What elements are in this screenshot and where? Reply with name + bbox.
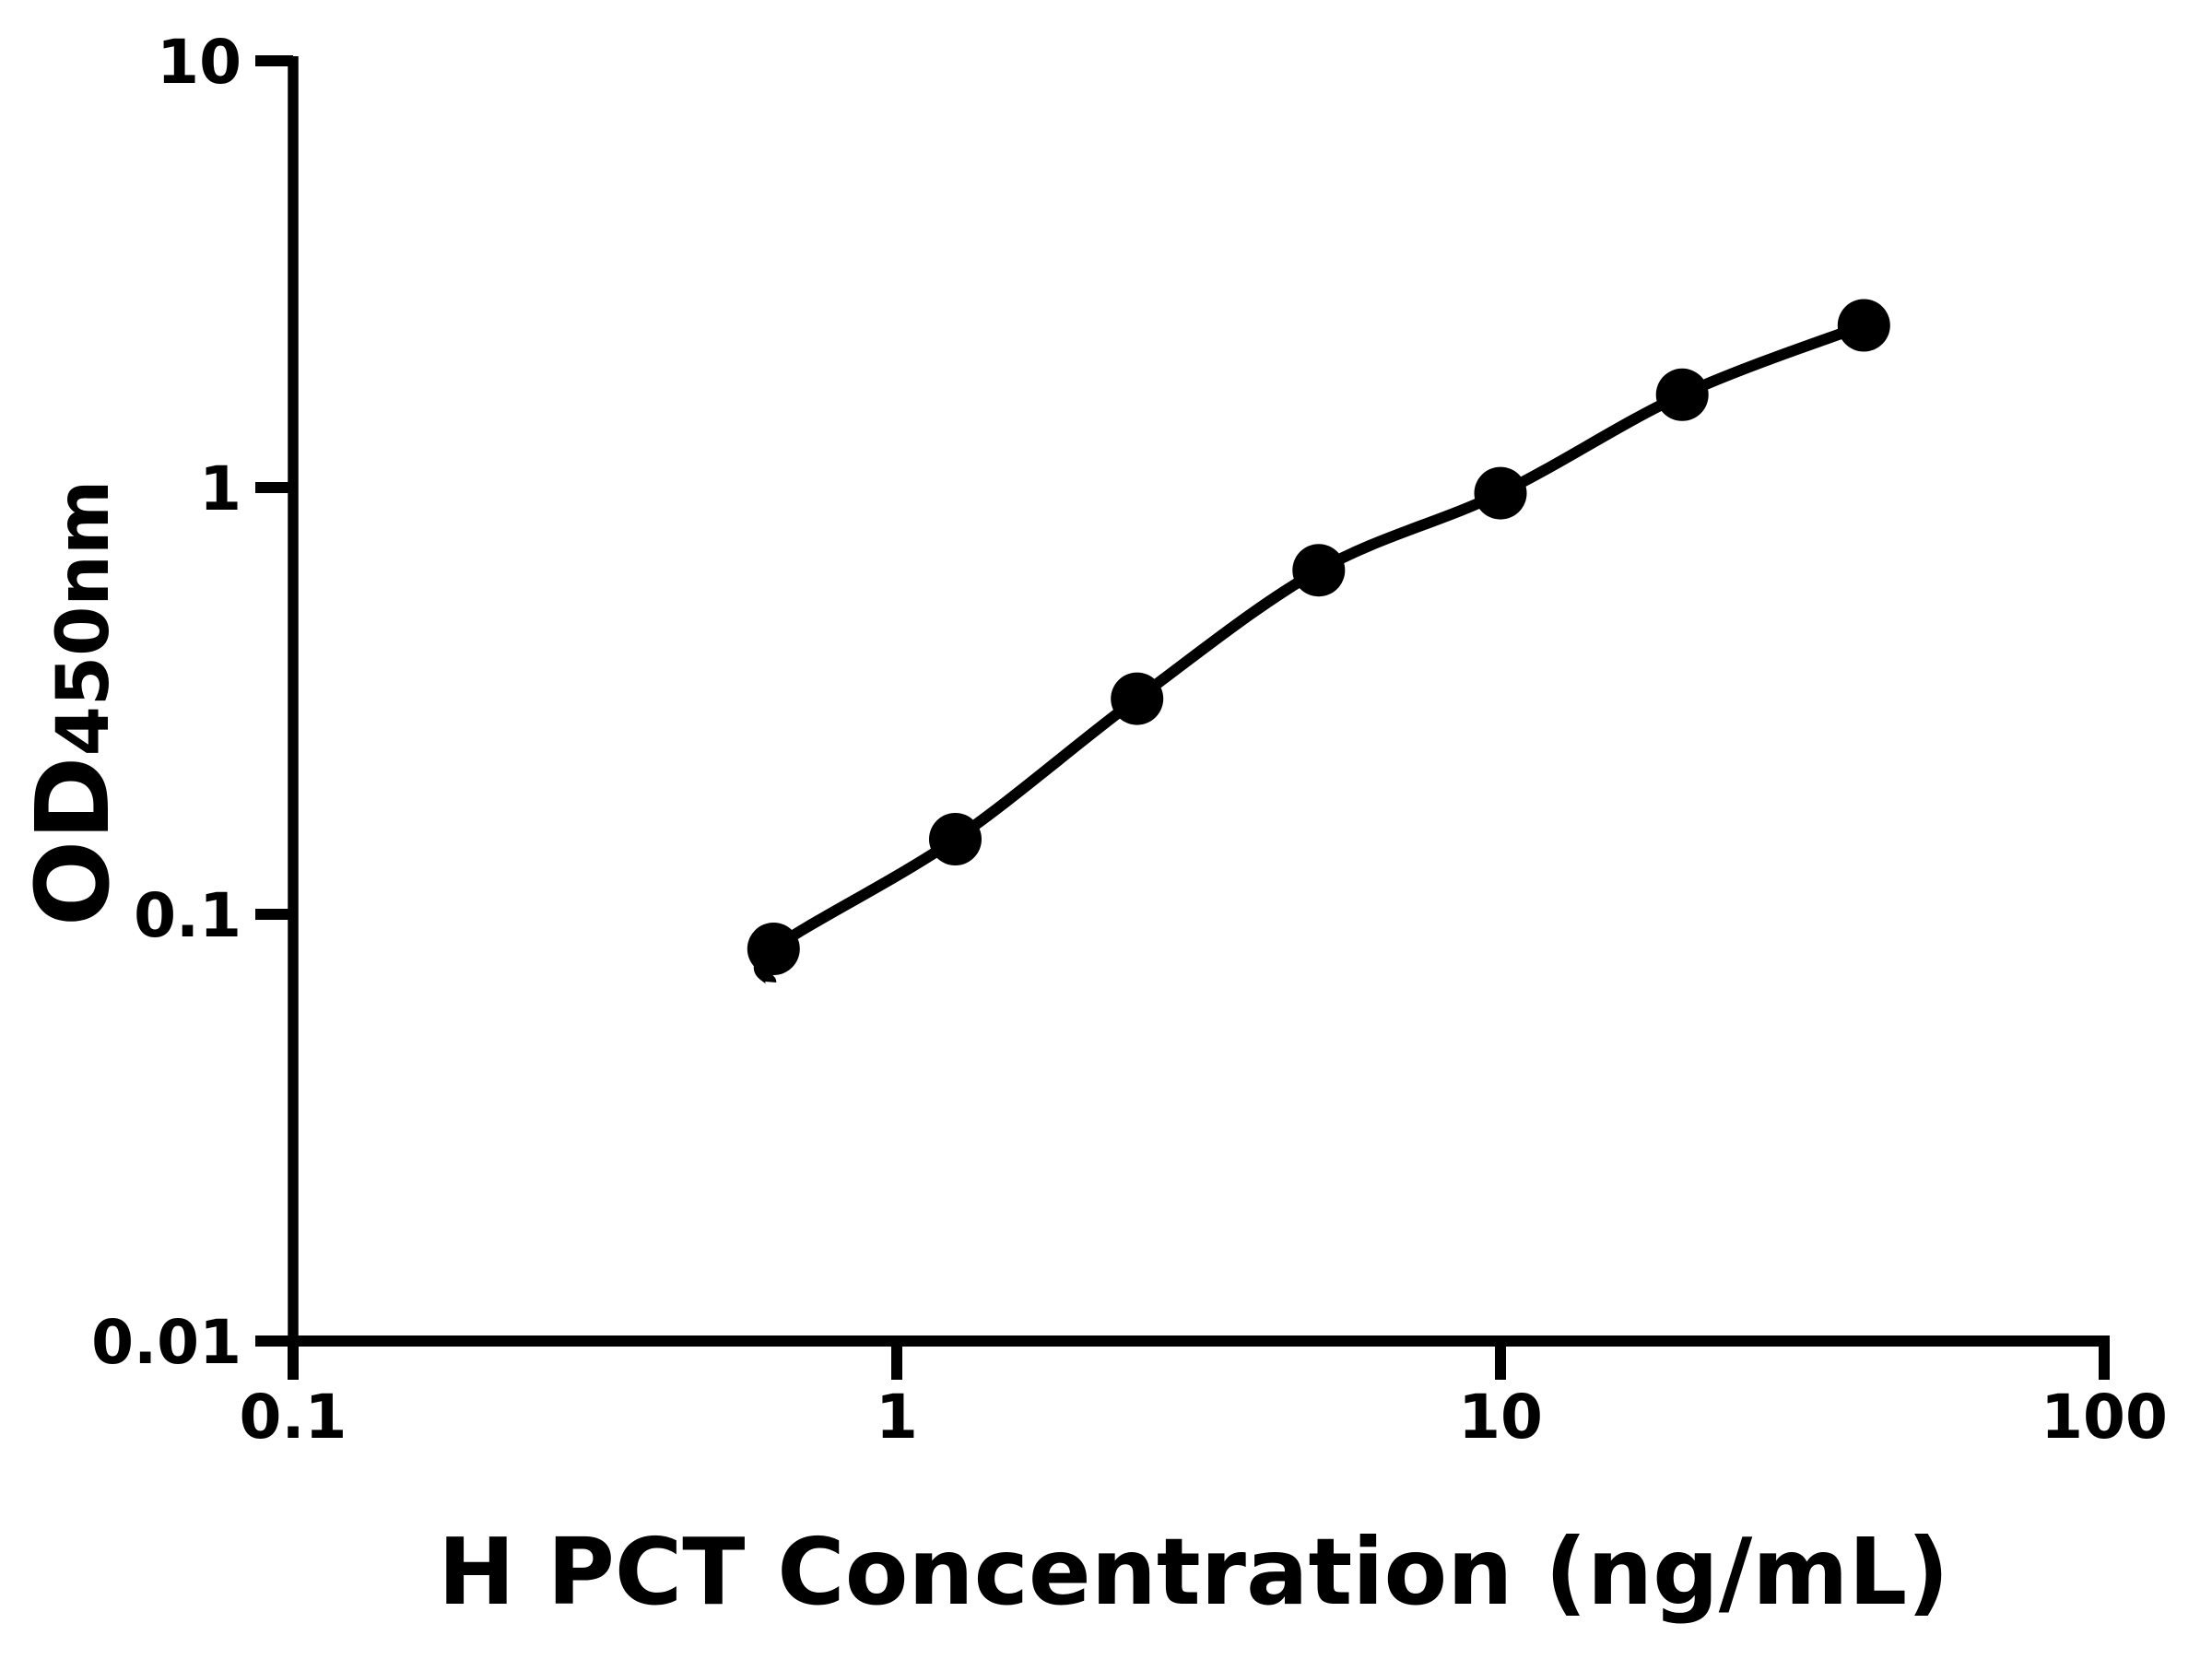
data-point	[1474, 466, 1527, 520]
x-axis-title: H PCT Concentration (ng/mL)	[438, 1518, 1949, 1626]
y-tick-label: 0.1	[134, 880, 241, 951]
y-tick-label: 1	[199, 453, 241, 524]
y-axis-title: OD450nm	[14, 480, 132, 926]
data-point	[1655, 368, 1709, 421]
data-point	[1111, 672, 1164, 725]
data-series	[747, 299, 1890, 975]
y-tick-label: 10	[157, 27, 241, 98]
x-tick-label: 0.1	[240, 1382, 347, 1453]
x-tick-label: 1	[876, 1382, 918, 1453]
fit-curve	[753, 320, 1866, 985]
data-point	[929, 813, 982, 865]
y-tick-label: 0.01	[91, 1307, 241, 1378]
y-axis-tick-labels: 0.01 0.1 1 10	[91, 27, 241, 1378]
data-point	[1292, 544, 1346, 597]
y-axis-title-subscript: 450nm	[42, 480, 125, 757]
y-axis-ticks	[255, 55, 293, 1347]
fit-curve-path	[753, 320, 1866, 985]
x-tick-label: 100	[2041, 1382, 2168, 1453]
x-axis-tick-labels: 0.1 1 10 100	[240, 1382, 2168, 1453]
data-point	[747, 923, 800, 975]
x-axis-ticks	[288, 1341, 2110, 1380]
y-axis-title-main: OD	[14, 756, 132, 926]
data-point	[1837, 299, 1890, 352]
axes	[255, 56, 2110, 1380]
x-tick-label: 10	[1458, 1382, 1543, 1453]
